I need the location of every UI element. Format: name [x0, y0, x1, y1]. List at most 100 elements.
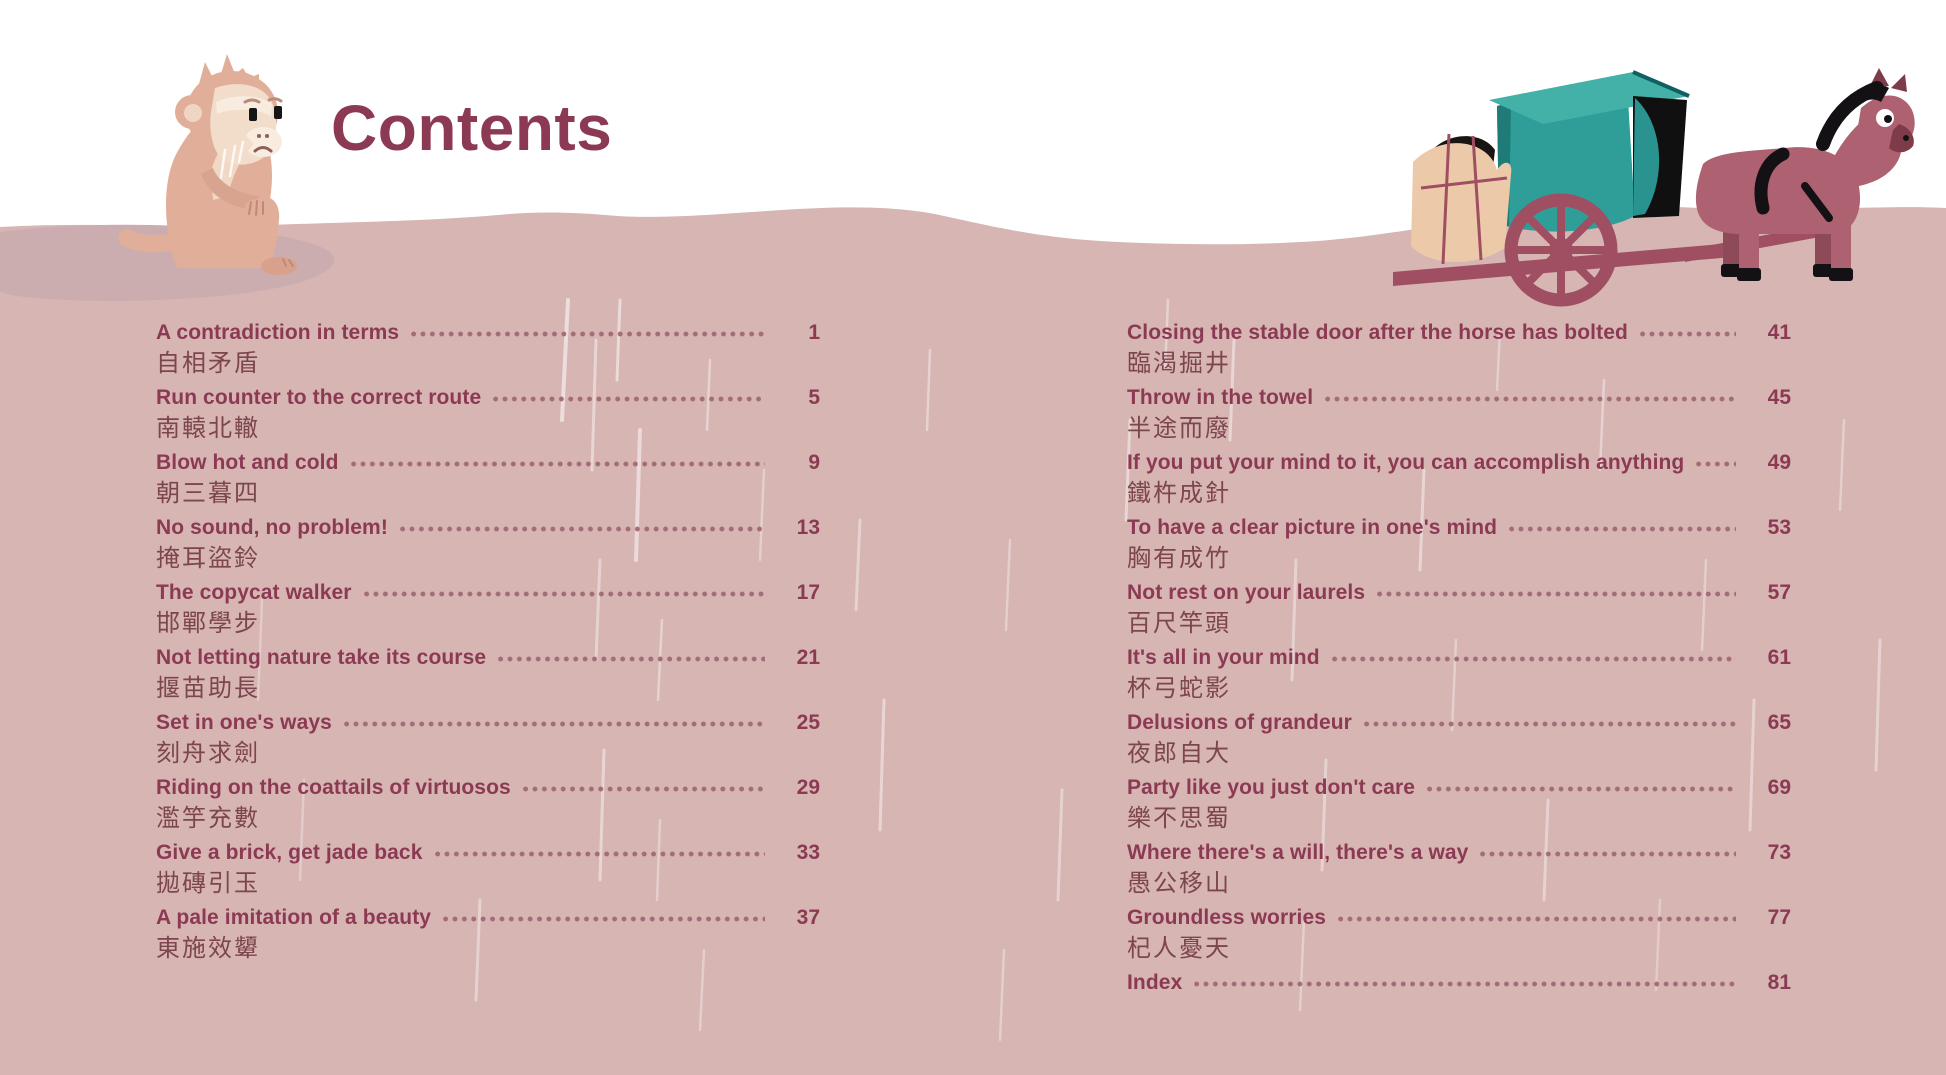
- entry-page: 73: [1767, 841, 1791, 864]
- dotted-leader: [1338, 916, 1736, 922]
- entry-title: If you put your mind to it, you can acco…: [1127, 451, 1685, 474]
- entry-title: Give a brick, get jade back: [156, 841, 423, 864]
- monkey-illustration: [118, 54, 297, 275]
- entry-page: 1: [808, 321, 820, 344]
- entry-idiom: 愚公移山: [1127, 870, 1231, 897]
- entry-title: A pale imitation of a beauty: [156, 906, 432, 929]
- entry-title: Groundless worries: [1127, 906, 1327, 929]
- entry-page: 53: [1767, 516, 1791, 539]
- entry-title: The copycat walker: [156, 581, 352, 604]
- toc-entry-index: Index 81: [1127, 968, 1791, 998]
- entry-idiom: 邯鄲學步: [156, 610, 260, 637]
- dotted-leader: [1509, 526, 1736, 532]
- entry-title: Index: [1127, 971, 1183, 994]
- entry-title: Closing the stable door after the horse …: [1127, 321, 1628, 344]
- entry-title: Set in one's ways: [156, 711, 332, 734]
- toc-entry: Give a brick, get jade back 33 拋磚引玉: [156, 838, 820, 900]
- entry-idiom: 杞人憂天: [1127, 935, 1231, 962]
- dotted-leader: [1639, 331, 1736, 337]
- toc-entry: Party like you just don't care 69 樂不思蜀: [1127, 773, 1791, 835]
- entry-page: 69: [1767, 776, 1791, 799]
- dotted-leader: [443, 916, 765, 922]
- toc-entry: Groundless worries 77 杞人憂天: [1127, 903, 1791, 965]
- entry-title: Not rest on your laurels: [1127, 581, 1366, 604]
- dotted-leader: [498, 656, 765, 662]
- entry-title: Not letting nature take its course: [156, 646, 487, 669]
- dotted-leader: [399, 526, 765, 532]
- dotted-leader: [1377, 591, 1736, 597]
- entry-page: 61: [1767, 646, 1791, 669]
- toc-entry: A pale imitation of a beauty 37 東施效顰: [156, 903, 820, 965]
- entry-idiom: 夜郎自大: [1127, 740, 1231, 767]
- dotted-leader: [350, 461, 765, 467]
- toc-entry: Throw in the towel 45 半途而廢: [1127, 383, 1791, 445]
- entry-title: Throw in the towel: [1127, 386, 1314, 409]
- dotted-leader: [1427, 786, 1736, 792]
- toc-entry: Blow hot and cold 9 朝三暮四: [156, 448, 820, 510]
- entry-page: 45: [1767, 386, 1791, 409]
- entry-page: 37: [796, 906, 820, 929]
- entry-idiom: 朝三暮四: [156, 480, 260, 507]
- dotted-leader: [1480, 851, 1736, 857]
- entry-page: 41: [1767, 321, 1791, 344]
- entry-idiom: 拋磚引玉: [156, 870, 260, 897]
- entry-page: 81: [1767, 971, 1791, 994]
- toc-entry: To have a clear picture in one's mind 53…: [1127, 513, 1791, 575]
- entry-title: To have a clear picture in one's mind: [1127, 516, 1498, 539]
- entry-title: Party like you just don't care: [1127, 776, 1416, 799]
- dotted-leader: [522, 786, 765, 792]
- entry-idiom: 胸有成竹: [1127, 545, 1231, 572]
- entry-idiom: 杯弓蛇影: [1127, 675, 1231, 702]
- entry-idiom: 百尺竿頭: [1127, 610, 1231, 637]
- dotted-leader: [434, 851, 765, 857]
- dotted-leader: [411, 331, 765, 337]
- entry-idiom: 濫竽充數: [156, 805, 260, 832]
- entry-title: A contradiction in terms: [156, 321, 400, 344]
- toc-entry: Set in one's ways 25 刻舟求劍: [156, 708, 820, 770]
- entry-idiom: 南轅北轍: [156, 415, 260, 442]
- toc-entry: No sound, no problem! 13 掩耳盜鈴: [156, 513, 820, 575]
- dotted-leader: [343, 721, 765, 727]
- entry-page: 9: [808, 451, 820, 474]
- entry-idiom: 東施效顰: [156, 935, 260, 962]
- entry-page: 25: [796, 711, 820, 734]
- toc-entry: Not rest on your laurels 57 百尺竿頭: [1127, 578, 1791, 640]
- entry-page: 5: [808, 386, 820, 409]
- entry-title: Delusions of grandeur: [1127, 711, 1352, 734]
- entry-idiom: 刻舟求劍: [156, 740, 260, 767]
- entry-idiom: 鐵杵成針: [1127, 480, 1231, 507]
- toc-entry: Run counter to the correct route 5 南轅北轍: [156, 383, 820, 445]
- entry-page: 13: [796, 516, 820, 539]
- dotted-leader: [1363, 721, 1736, 727]
- page-title: Contents: [331, 92, 613, 164]
- entry-idiom: 揠苗助長: [156, 675, 260, 702]
- entry-title: Run counter to the correct route: [156, 386, 482, 409]
- dotted-leader: [493, 396, 765, 402]
- entry-page: 77: [1767, 906, 1791, 929]
- toc-entry: Closing the stable door after the horse …: [1127, 318, 1791, 380]
- entry-title: No sound, no problem!: [156, 516, 388, 539]
- toc-entry: Delusions of grandeur 65 夜郎自大: [1127, 708, 1791, 770]
- cart-wheel: [1504, 193, 1618, 307]
- toc-entry: It's all in your mind 61 杯弓蛇影: [1127, 643, 1791, 705]
- toc-entry: Not letting nature take its course 21 揠苗…: [156, 643, 820, 705]
- dotted-leader: [1325, 396, 1736, 402]
- entry-idiom: 自相矛盾: [156, 350, 260, 377]
- entry-page: 49: [1767, 451, 1791, 474]
- entry-title: Riding on the coattails of virtuosos: [156, 776, 511, 799]
- entry-title: It's all in your mind: [1127, 646, 1320, 669]
- entry-title: Where there's a will, there's a way: [1127, 841, 1469, 864]
- dotted-leader: [1331, 656, 1736, 662]
- entry-page: 17: [796, 581, 820, 604]
- entry-title: Blow hot and cold: [156, 451, 339, 474]
- dotted-leader: [1194, 981, 1736, 987]
- entry-page: 65: [1767, 711, 1791, 734]
- horse: [1695, 68, 1915, 281]
- toc-entry: The copycat walker 17 邯鄲學步: [156, 578, 820, 640]
- dotted-leader: [363, 591, 765, 597]
- toc-entry: A contradiction in terms 1 自相矛盾: [156, 318, 820, 380]
- entry-page: 21: [796, 646, 820, 669]
- horse-cart-illustration: [1393, 68, 1915, 307]
- toc-entry: Riding on the coattails of virtuosos 29 …: [156, 773, 820, 835]
